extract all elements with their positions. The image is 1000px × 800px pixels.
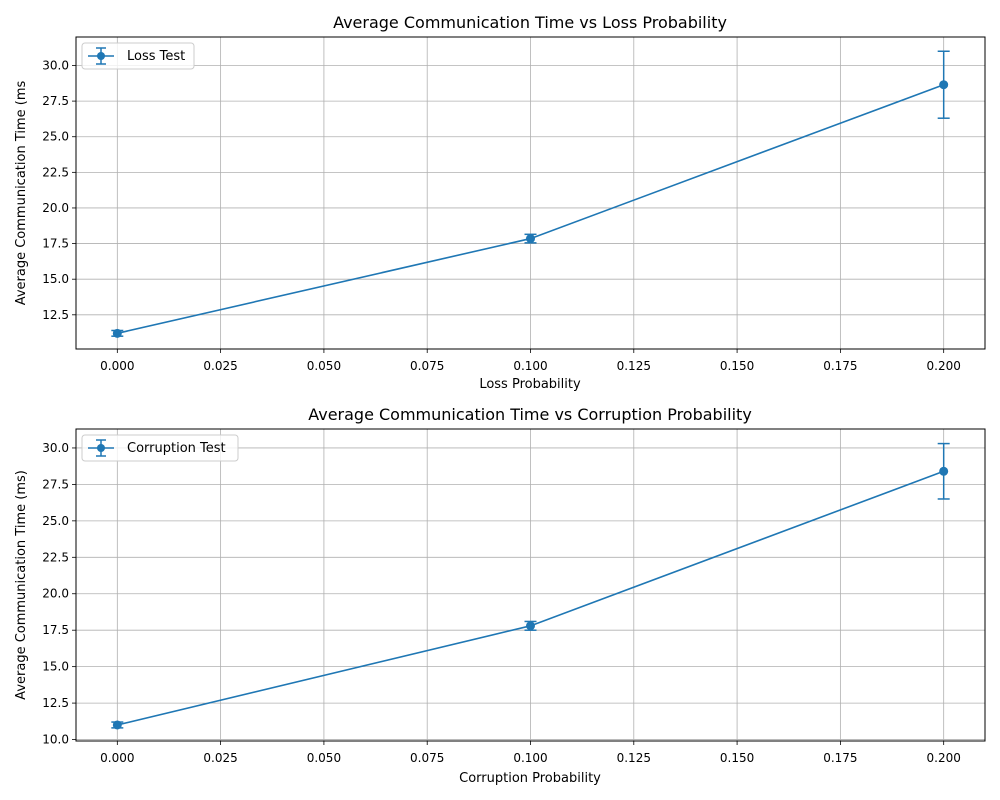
y-tick-label: 30.0 <box>42 58 69 72</box>
legend-label: Corruption Test <box>127 441 226 456</box>
x-tick-label: 0.075 <box>410 359 444 373</box>
x-tick-label: 0.000 <box>100 359 134 373</box>
x-tick-label: 0.175 <box>823 751 857 765</box>
subplot-corruption: Average Communication Time vs Corruption… <box>14 405 986 786</box>
x-tick-label: 0.125 <box>617 359 651 373</box>
x-tick-label: 0.025 <box>203 359 237 373</box>
legend-box <box>81 434 239 462</box>
y-tick-label: 12.5 <box>42 696 69 710</box>
x-tick-label: 0.200 <box>927 751 961 765</box>
y-tick-label: 30.0 <box>42 441 69 455</box>
y-axis-label: Average Communication Time (ms <box>14 80 29 305</box>
legend: Loss Test <box>81 42 195 70</box>
x-tick-label: 0.000 <box>100 751 134 765</box>
x-tick-label: 0.175 <box>823 359 857 373</box>
y-tick-label: 20.0 <box>42 587 69 601</box>
y-tick-label: 22.5 <box>42 165 69 179</box>
x-tick-label: 0.150 <box>720 359 754 373</box>
data-point <box>526 621 535 631</box>
x-tick-label: 0.125 <box>617 751 651 765</box>
y-axis-label: Average Communication Time (ms) <box>14 470 29 700</box>
x-tick-label: 0.100 <box>513 359 547 373</box>
data-point <box>112 328 122 338</box>
x-tick-label: 0.050 <box>307 751 341 765</box>
legend-marker <box>97 52 105 60</box>
data-point <box>939 80 949 90</box>
legend-label: Loss Test <box>127 49 185 64</box>
x-axis-label: Loss Probability <box>479 377 581 392</box>
chart-title: Average Communication Time vs Corruption… <box>308 405 752 424</box>
x-tick-label: 0.150 <box>720 751 754 765</box>
y-tick-label: 15.0 <box>42 660 69 674</box>
chart-title: Average Communication Time vs Loss Proba… <box>333 13 727 32</box>
y-tick-label: 12.5 <box>42 308 69 322</box>
x-tick-label: 0.075 <box>410 751 444 765</box>
ticks: 0.000 0.025 0.050 0.075 0.100 0.125 0.150 0.175… <box>42 441 961 765</box>
x-axis-label: Corruption Probability <box>459 771 601 786</box>
y-tick-label: 25.0 <box>42 514 69 528</box>
plot-area <box>111 442 950 730</box>
y-tick-label: 27.5 <box>42 477 69 491</box>
x-tick-label: 0.200 <box>927 359 961 373</box>
data-point <box>526 234 535 244</box>
grid <box>76 37 985 349</box>
y-tick-label: 10.0 <box>42 733 69 747</box>
y-tick-label: 22.5 <box>42 550 69 564</box>
y-tick-label: 17.5 <box>42 623 69 637</box>
y-tick-label: 27.5 <box>42 94 69 108</box>
legend-box <box>81 42 195 70</box>
y-tick-label: 25.0 <box>42 130 69 144</box>
y-tick-label: 20.0 <box>42 201 69 215</box>
x-tick-label: 0.100 <box>513 751 547 765</box>
plot-area <box>111 50 950 338</box>
legend-marker <box>97 444 105 452</box>
data-point <box>939 466 949 476</box>
x-tick-label: 0.025 <box>203 751 237 765</box>
x-tick-label: 0.050 <box>307 359 341 373</box>
subplot-loss: Average Communication Time vs Loss Proba… <box>14 13 986 392</box>
legend: Corruption Test <box>81 434 239 462</box>
data-point <box>112 720 122 730</box>
y-tick-label: 17.5 <box>42 237 69 251</box>
ticks: 0.000 0.025 0.050 0.075 0.100 0.125 0.150 0.175… <box>42 58 961 373</box>
y-tick-label: 15.0 <box>42 272 69 286</box>
